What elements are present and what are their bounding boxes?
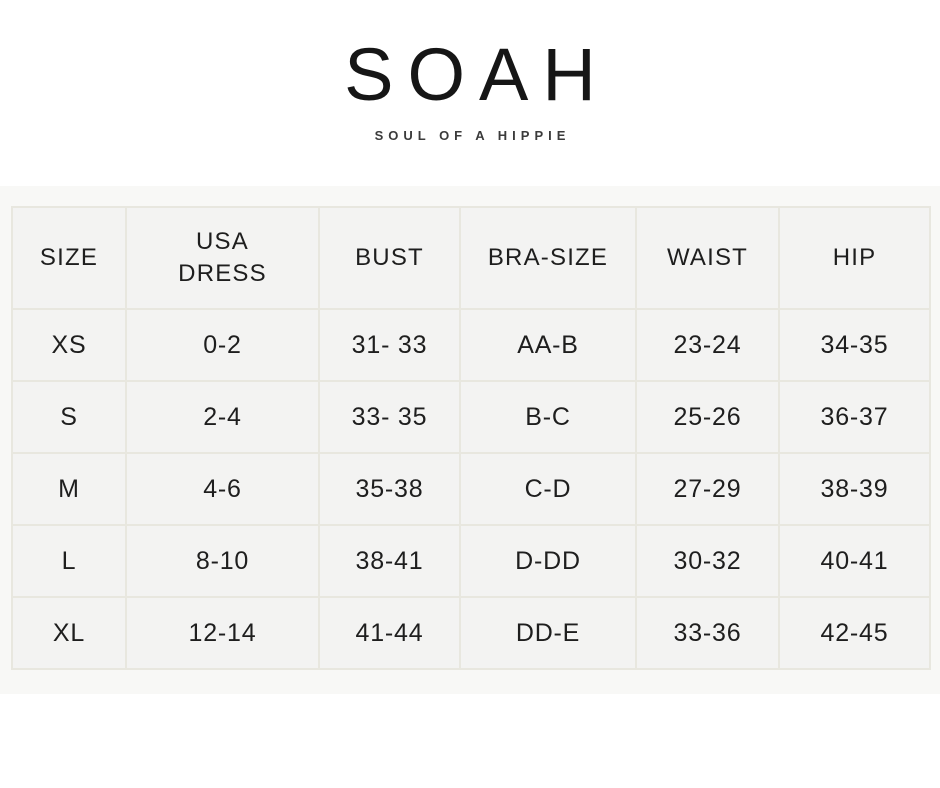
brand-name: SOAH	[344, 33, 610, 116]
cell-usa-dress: 8-10	[125, 524, 320, 598]
cell-bra-size: C-D	[459, 452, 637, 526]
cell-waist: 27-29	[635, 452, 780, 526]
cell-usa-dress: 0-2	[125, 308, 320, 382]
table-row-xl: XL 12-14 41-44 DD-E 33-36 42-45	[11, 596, 931, 670]
cell-size: XL	[11, 596, 127, 670]
table-row-m: M 4-6 35-38 C-D 27-29 38-39	[11, 452, 931, 526]
cell-waist: 33-36	[635, 596, 780, 670]
cell-bust: 38-41	[318, 524, 461, 598]
column-header-size: SIZE	[11, 206, 127, 310]
table-header-row: SIZE USA DRESS BUST BRA-SIZE WAIST HIP	[11, 206, 931, 310]
size-chart-table: SIZE USA DRESS BUST BRA-SIZE WAIST HIP X…	[11, 206, 931, 670]
column-header-bra-size: BRA-SIZE	[459, 206, 637, 310]
cell-waist: 30-32	[635, 524, 780, 598]
column-header-hip: HIP	[778, 206, 931, 310]
cell-bust: 41-44	[318, 596, 461, 670]
cell-hip: 38-39	[778, 452, 931, 526]
cell-usa-dress: 2-4	[125, 380, 320, 454]
cell-bra-size: AA-B	[459, 308, 637, 382]
table-row-s: S 2-4 33- 35 B-C 25-26 36-37	[11, 380, 931, 454]
cell-size: M	[11, 452, 127, 526]
size-chart-band: SIZE USA DRESS BUST BRA-SIZE WAIST HIP X…	[0, 186, 940, 694]
brand-logo: SOAH SOUL OF A HIPPIE	[0, 0, 940, 144]
cell-bust: 31- 33	[318, 308, 461, 382]
cell-waist: 23-24	[635, 308, 780, 382]
cell-hip: 34-35	[778, 308, 931, 382]
cell-bra-size: B-C	[459, 380, 637, 454]
cell-size: S	[11, 380, 127, 454]
column-header-waist: WAIST	[635, 206, 780, 310]
cell-size: L	[11, 524, 127, 598]
cell-usa-dress: 4-6	[125, 452, 320, 526]
cell-bust: 33- 35	[318, 380, 461, 454]
cell-hip: 36-37	[778, 380, 931, 454]
column-header-bust: BUST	[318, 206, 461, 310]
cell-size: XS	[11, 308, 127, 382]
cell-usa-dress: 12-14	[125, 596, 320, 670]
cell-hip: 42-45	[778, 596, 931, 670]
cell-bust: 35-38	[318, 452, 461, 526]
table-row-xs: XS 0-2 31- 33 AA-B 23-24 34-35	[11, 308, 931, 382]
cell-hip: 40-41	[778, 524, 931, 598]
table-row-l: L 8-10 38-41 D-DD 30-32 40-41	[11, 524, 931, 598]
cell-waist: 25-26	[635, 380, 780, 454]
cell-bra-size: DD-E	[459, 596, 637, 670]
brand-tagline: SOUL OF A HIPPIE	[374, 128, 571, 143]
cell-bra-size: D-DD	[459, 524, 637, 598]
column-header-usa-dress: USA DRESS	[125, 206, 320, 310]
